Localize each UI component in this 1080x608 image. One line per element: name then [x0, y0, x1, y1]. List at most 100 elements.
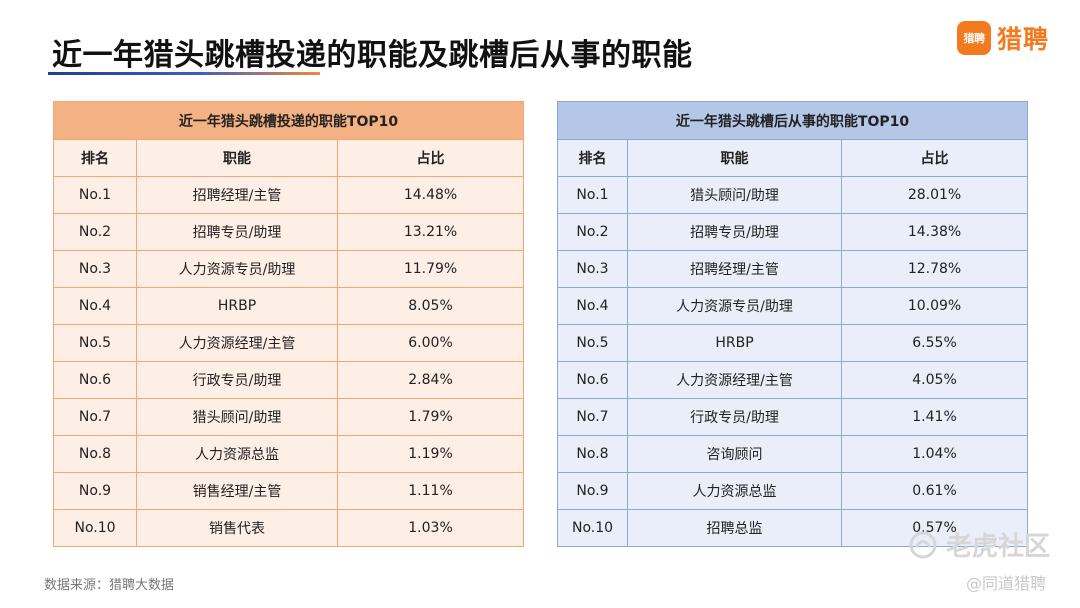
title-underline — [48, 72, 320, 75]
left-rank-cell: No.1 — [53, 176, 137, 214]
right-share-cell: 0.61% — [840, 472, 1029, 510]
left-role-cell: HRBP — [136, 287, 338, 325]
watermark-text: 老虎社区 — [946, 532, 1051, 562]
right-rank-cell: No.10 — [557, 509, 628, 547]
data-source-note: 数据来源：猎聘大数据 — [44, 578, 175, 593]
right-role-cell: 人力资源总监 — [627, 472, 842, 510]
left-table-row: No.8 人力资源总监 1.19% — [53, 435, 525, 473]
right-share-cell: 4.05% — [840, 361, 1029, 399]
left-role-cell: 招聘经理/主管 — [136, 176, 338, 214]
right-share-cell: 12.78% — [840, 250, 1029, 288]
right-role-cell: 招聘经理/主管 — [627, 250, 842, 288]
right-table-row: No.4 人力资源专员/助理 10.09% — [557, 287, 1029, 325]
left-share-cell: 1.11% — [336, 472, 525, 510]
left-rank-cell: No.6 — [53, 361, 137, 399]
right-rank-cell: No.8 — [557, 435, 628, 473]
watermark-logo-icon — [909, 531, 937, 558]
right-role-cell: 人力资源专员/助理 — [627, 287, 842, 325]
left-role-cell: 招聘专员/助理 — [136, 213, 338, 251]
right-share-cell: 10.09% — [840, 287, 1029, 325]
left-role-cell: 销售代表 — [136, 509, 338, 547]
right-table-row: No.9 人力资源总监 0.61% — [557, 472, 1029, 510]
watermark: 老虎社区 — [908, 526, 1050, 563]
brand-name: 猎聘 — [997, 25, 1050, 54]
right-role-cell: HRBP — [627, 324, 842, 362]
left-rank-cell: No.4 — [53, 287, 137, 325]
right-share-cell: 14.38% — [840, 213, 1029, 251]
left-col-share-header: 占比 — [336, 139, 525, 177]
left-role-cell: 销售经理/主管 — [136, 472, 338, 510]
left-table-row: No.1 招聘经理/主管 14.48% — [53, 176, 525, 214]
right-ranking-table: 近一年猎头跳槽后从事的职能TOP10 排名 职能 占比 No.1 猎头顾问/助理 2… — [556, 101, 1029, 547]
left-col-rank-header: 排名 — [53, 139, 137, 177]
left-rank-cell: No.2 — [53, 213, 137, 251]
right-rank-cell: No.9 — [557, 472, 628, 510]
left-role-cell: 人力资源专员/助理 — [136, 250, 338, 288]
watermark-handle: @同道猎聘 — [966, 574, 1047, 593]
right-rank-cell: No.7 — [557, 398, 628, 436]
brand-badge-icon: 猎聘 — [957, 21, 991, 55]
right-rank-cell: No.6 — [557, 361, 628, 399]
left-share-cell: 14.48% — [336, 176, 525, 214]
right-rank-cell: No.1 — [557, 176, 628, 214]
right-rank-cell: No.3 — [557, 250, 628, 288]
left-table-row: No.10 销售代表 1.03% — [53, 509, 525, 547]
left-share-cell: 2.84% — [336, 361, 525, 399]
right-share-cell: 28.01% — [840, 176, 1029, 214]
right-table-row: No.1 猎头顾问/助理 28.01% — [557, 176, 1029, 214]
left-share-cell: 8.05% — [336, 287, 525, 325]
left-role-cell: 行政专员/助理 — [136, 361, 338, 399]
left-table-row: No.6 行政专员/助理 2.84% — [53, 361, 525, 399]
left-share-cell: 13.21% — [336, 213, 525, 251]
right-rank-cell: No.2 — [557, 213, 628, 251]
right-role-cell: 咨询顾问 — [627, 435, 842, 473]
left-share-cell: 1.79% — [336, 398, 525, 436]
left-table-row: No.5 人力资源经理/主管 6.00% — [53, 324, 525, 362]
left-table-row: No.9 销售经理/主管 1.11% — [53, 472, 525, 510]
right-table-row: No.7 行政专员/助理 1.41% — [557, 398, 1029, 436]
left-rank-cell: No.9 — [53, 472, 137, 510]
right-role-cell: 人力资源经理/主管 — [627, 361, 842, 399]
left-ranking-table: 近一年猎头跳槽投递的职能TOP10 排名 职能 占比 No.1 招聘经理/主管 14… — [52, 101, 525, 547]
right-share-cell: 1.41% — [840, 398, 1029, 436]
left-role-cell: 人力资源经理/主管 — [136, 324, 338, 362]
right-table-row: No.3 招聘经理/主管 12.78% — [557, 250, 1029, 288]
left-col-role-header: 职能 — [136, 139, 338, 177]
right-role-cell: 行政专员/助理 — [627, 398, 842, 436]
page-title: 近一年猎头跳槽投递的职能及跳槽后从事的职能 — [52, 38, 693, 73]
left-table-row: No.7 猎头顾问/助理 1.79% — [53, 398, 525, 436]
left-rank-cell: No.7 — [53, 398, 137, 436]
right-role-cell: 猎头顾问/助理 — [627, 176, 842, 214]
left-share-cell: 1.03% — [336, 509, 525, 547]
left-table-row: No.4 HRBP 8.05% — [53, 287, 525, 325]
left-rank-cell: No.5 — [53, 324, 137, 362]
brand-badge-text: 猎聘 — [963, 32, 986, 45]
left-rank-cell: No.8 — [53, 435, 137, 473]
right-table-row: No.6 人力资源经理/主管 4.05% — [557, 361, 1029, 399]
left-table-row: No.2 招聘专员/助理 13.21% — [53, 213, 525, 251]
left-table-caption: 近一年猎头跳槽投递的职能TOP10 — [52, 101, 525, 140]
right-table-row: No.5 HRBP 6.55% — [557, 324, 1029, 362]
left-share-cell: 6.00% — [336, 324, 525, 362]
left-rank-cell: No.10 — [53, 509, 137, 547]
right-col-role-header: 职能 — [627, 139, 842, 177]
right-table-row: No.2 招聘专员/助理 14.38% — [557, 213, 1029, 251]
right-role-cell: 招聘总监 — [627, 509, 842, 547]
right-table-caption: 近一年猎头跳槽后从事的职能TOP10 — [556, 101, 1029, 140]
left-role-cell: 猎头顾问/助理 — [136, 398, 338, 436]
right-col-share-header: 占比 — [840, 139, 1029, 177]
brand-logo: 猎聘 猎聘 — [957, 20, 1049, 56]
left-table-row: No.3 人力资源专员/助理 11.79% — [53, 250, 525, 288]
left-share-cell: 11.79% — [336, 250, 525, 288]
left-rank-cell: No.3 — [53, 250, 137, 288]
right-rank-cell: No.5 — [557, 324, 628, 362]
right-col-rank-header: 排名 — [557, 139, 628, 177]
left-role-cell: 人力资源总监 — [136, 435, 338, 473]
right-table-row: No.8 咨询顾问 1.04% — [557, 435, 1029, 473]
right-share-cell: 1.04% — [840, 435, 1029, 473]
right-table-row: No.10 招聘总监 0.57% — [557, 509, 1029, 547]
left-share-cell: 1.19% — [336, 435, 525, 473]
right-share-cell: 6.55% — [840, 324, 1029, 362]
right-role-cell: 招聘专员/助理 — [627, 213, 842, 251]
right-rank-cell: No.4 — [557, 287, 628, 325]
